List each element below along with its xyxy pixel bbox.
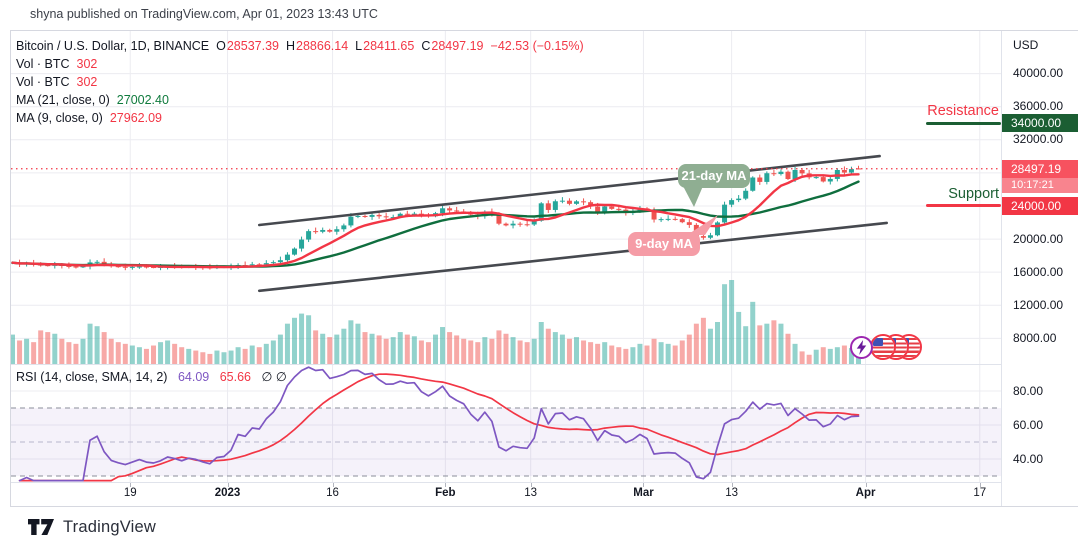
indicator-value: 302 — [76, 75, 98, 89]
time-axis-label: 13 — [725, 487, 738, 499]
ohlc-value: 28497.19 — [431, 39, 484, 53]
symbol-legend: Bitcoin / U.S. Dollar, 1D, BINANCE O28537… — [16, 37, 584, 127]
ohlc-value: 28411.65 — [363, 39, 415, 53]
tradingview-logo-icon — [28, 519, 54, 535]
price-axis-label: 20000.00 — [1013, 231, 1064, 246]
ohlc-values: O28537.39 H28866.14 L28411.65 C28497.19 — [209, 39, 483, 53]
indicator-label: MA (21, close, 0) — [16, 93, 110, 107]
indicator-legend-row: MA (21, close, 0) 27002.40 — [16, 91, 584, 109]
support-price-badge: 24000.00 — [1002, 196, 1078, 215]
ohlc-label: C — [421, 39, 431, 53]
indicator-legend-row: MA (9, close, 0) 27962.09 — [16, 109, 584, 127]
rsi-axis-label: 40.00 — [1013, 451, 1044, 466]
time-axis-separator — [11, 482, 1078, 483]
time-axis-tick — [979, 483, 981, 487]
ohlc-value: 28866.14 — [296, 39, 349, 53]
indicator-legend-row: Vol · BTC 302 — [16, 55, 584, 73]
indicator-label: Vol · BTC — [16, 75, 70, 89]
indicator-label: MA (9, close, 0) — [16, 111, 103, 125]
time-axis-label: 17 — [973, 487, 987, 499]
ohlc-value: 28537.39 — [226, 39, 279, 53]
price-axis-label: 40000.00 — [1013, 66, 1064, 81]
rsi-signal-value: 65.66 — [219, 370, 251, 384]
ohlc-label: O — [216, 39, 226, 53]
symbol-title: Bitcoin / U.S. Dollar, 1D, BINANCE — [16, 39, 210, 53]
indicator-label: Vol · BTC — [16, 57, 70, 71]
rsi-axis-label: 80.00 — [1013, 383, 1044, 398]
chart-widget[interactable]: Bitcoin / U.S. Dollar, 1D, BINANCE O28537… — [10, 30, 1078, 507]
countdown-timer-badge: 10:17:21 — [1002, 177, 1078, 193]
price-axis-label: 36000.00 — [1013, 99, 1064, 114]
resistance-price-badge: 34000.00 — [1002, 114, 1078, 133]
price-axis-label: 32000.00 — [1013, 132, 1064, 147]
time-axis-label: Apr — [855, 487, 876, 499]
time-axis-tick — [865, 483, 867, 487]
price-rsi-panel-separator[interactable] — [11, 364, 1078, 365]
rsi-band — [11, 407, 1001, 477]
ma9-callout[interactable]: 9-day MA — [628, 232, 700, 256]
time-axis-tick — [731, 483, 733, 487]
rsi-legend: RSI (14, close, SMA, 14, 2) 64.09 65.66 … — [16, 369, 287, 384]
rsi-signal-line — [18, 373, 860, 482]
lightning-icon — [856, 339, 867, 355]
rsi-empty-values: ∅ ∅ — [261, 370, 287, 384]
tradingview-logo[interactable]: TradingView — [28, 513, 156, 541]
trend-channel — [257, 154, 889, 293]
indicator-value: 302 — [76, 57, 98, 71]
indicator-value: 27002.40 — [116, 93, 169, 107]
price-axis-label: 12000.00 — [1013, 297, 1064, 312]
resistance-line[interactable] — [926, 121, 1001, 125]
change-value: −42.53 (−0.15%) — [490, 39, 584, 53]
support-line[interactable] — [926, 204, 1001, 208]
resistance-label[interactable]: Resistance — [927, 103, 999, 120]
grid — [11, 31, 1001, 482]
last-price-badge: 28497.19 — [1002, 159, 1078, 178]
time-axis-label: Mar — [633, 487, 654, 499]
time-axis-tick — [227, 483, 229, 487]
time-axis-tick — [643, 483, 645, 487]
time-axis-label: 19 — [123, 487, 137, 499]
rsi-value: 64.09 — [177, 370, 210, 384]
time-axis-tick — [332, 483, 334, 487]
reaction-badges — [850, 333, 922, 361]
tradingview-wordmark: TradingView — [63, 517, 156, 536]
symbol-legend-main-row: Bitcoin / U.S. Dollar, 1D, BINANCE O28537… — [16, 37, 584, 55]
support-label[interactable]: Support — [948, 185, 999, 202]
time-axis-label: 16 — [326, 487, 339, 499]
ma21-callout[interactable]: 21-day MA — [678, 164, 750, 188]
rsi-legend-title: RSI (14, close, SMA, 14, 2) — [16, 370, 168, 384]
time-axis-tick — [530, 483, 532, 487]
rsi-axis-label: 60.00 — [1013, 417, 1044, 432]
indicator-value: 27962.09 — [109, 111, 162, 125]
flag-canton — [873, 338, 883, 346]
indicator-legend-row: Vol · BTC 302 — [16, 73, 584, 91]
ohlc-label: H — [286, 39, 296, 53]
ma9-callout-tail — [687, 215, 718, 235]
time-axis-label: 13 — [524, 487, 538, 499]
rsi-line — [18, 366, 860, 482]
price-axis-label: 8000.00 — [1013, 330, 1057, 345]
time-axis-label: 2023 — [214, 487, 241, 499]
ma-9-line — [11, 173, 860, 269]
price-axis-unit: USD — [1013, 38, 1039, 52]
publish-byline: shyna published on TradingView.com, Apr … — [30, 7, 378, 21]
time-axis-label: Feb — [435, 487, 456, 499]
chart-canvas[interactable] — [11, 31, 1001, 506]
price-axis-label: 16000.00 — [1013, 264, 1064, 279]
ma21-callout-tail — [683, 186, 703, 207]
volume-series — [11, 280, 861, 364]
time-axis-tick — [130, 483, 132, 487]
reaction-lightning-badge[interactable] — [850, 335, 873, 359]
reaction-us-flag-badge[interactable] — [870, 334, 896, 360]
price-axis[interactable]: USD 34000.00 28497.19 10:17:21 24000.00 … — [1001, 31, 1078, 506]
time-axis-tick — [445, 483, 447, 487]
ohlc-label: L — [355, 39, 363, 53]
